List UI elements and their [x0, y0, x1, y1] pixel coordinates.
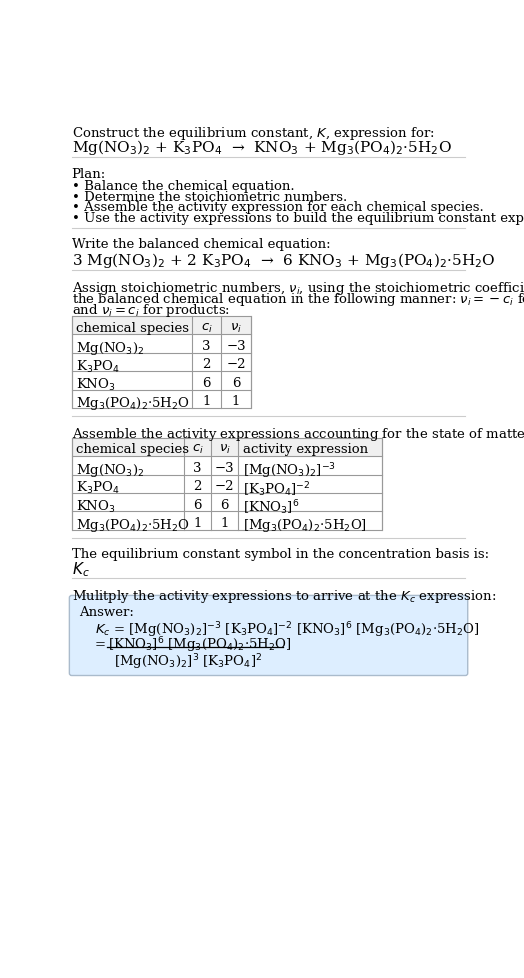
Text: [Mg$_3$(PO$_4$)$_2$·5H$_2$O]: [Mg$_3$(PO$_4$)$_2$·5H$_2$O]	[243, 516, 367, 534]
Text: the balanced chemical equation in the following manner: $\nu_i = -c_i$ for react: the balanced chemical equation in the fo…	[72, 290, 524, 307]
Text: Mg(NO$_3$)$_2$: Mg(NO$_3$)$_2$	[77, 339, 145, 357]
Text: $c_i$: $c_i$	[201, 321, 212, 334]
Text: 2: 2	[193, 479, 202, 493]
Text: 2: 2	[202, 358, 211, 371]
Text: The equilibrium constant symbol in the concentration basis is:: The equilibrium constant symbol in the c…	[72, 548, 489, 560]
Text: 6: 6	[221, 498, 229, 511]
Text: [Mg(NO$_3$)$_2$]$^3$ [K$_3$PO$_4$]$^2$: [Mg(NO$_3$)$_2$]$^3$ [K$_3$PO$_4$]$^2$	[114, 652, 263, 672]
Text: Mg(NO$_3$)$_2$: Mg(NO$_3$)$_2$	[77, 462, 145, 478]
Text: $K_c$: $K_c$	[72, 559, 90, 578]
Text: Construct the equilibrium constant, $K$, expression for:: Construct the equilibrium constant, $K$,…	[72, 125, 434, 142]
Text: • Balance the chemical equation.: • Balance the chemical equation.	[72, 180, 294, 193]
Text: −3: −3	[226, 339, 246, 353]
Text: • Determine the stoichiometric numbers.: • Determine the stoichiometric numbers.	[72, 191, 347, 203]
Text: −2: −2	[226, 358, 246, 371]
Text: 1: 1	[221, 516, 229, 529]
Text: [KNO$_3$]$^6$: [KNO$_3$]$^6$	[243, 498, 299, 516]
Text: [Mg(NO$_3$)$_2$]$^{-3}$: [Mg(NO$_3$)$_2$]$^{-3}$	[243, 462, 336, 481]
Text: KNO$_3$: KNO$_3$	[77, 377, 116, 393]
Text: −2: −2	[215, 479, 235, 493]
Text: • Use the activity expressions to build the equilibrium constant expression.: • Use the activity expressions to build …	[72, 212, 524, 225]
Bar	[72, 438, 381, 530]
Text: 1: 1	[202, 395, 211, 408]
Text: K$_3$PO$_4$: K$_3$PO$_4$	[77, 479, 120, 496]
Text: 6: 6	[193, 498, 202, 511]
Text: $K_c$ = [Mg(NO$_3$)$_2$]$^{-3}$ [K$_3$PO$_4$]$^{-2}$ [KNO$_3$]$^6$ [Mg$_3$(PO$_4: $K_c$ = [Mg(NO$_3$)$_2$]$^{-3}$ [K$_3$PO…	[95, 620, 479, 640]
Text: activity expression: activity expression	[243, 443, 368, 456]
FancyBboxPatch shape	[69, 596, 468, 676]
Text: 3: 3	[193, 462, 202, 474]
Text: $c_i$: $c_i$	[192, 443, 203, 456]
Text: KNO$_3$: KNO$_3$	[77, 498, 116, 514]
Text: • Assemble the activity expression for each chemical species.: • Assemble the activity expression for e…	[72, 201, 484, 214]
Text: =: =	[95, 638, 106, 650]
Bar	[72, 317, 250, 409]
Text: Assign stoichiometric numbers, $\nu_i$, using the stoichiometric coefficients, $: Assign stoichiometric numbers, $\nu_i$, …	[72, 280, 524, 296]
Text: and $\nu_i = c_i$ for products:: and $\nu_i = c_i$ for products:	[72, 301, 230, 318]
Text: chemical species: chemical species	[77, 443, 189, 456]
Text: −3: −3	[215, 462, 235, 474]
Text: [K$_3$PO$_4$]$^{-2}$: [K$_3$PO$_4$]$^{-2}$	[243, 479, 311, 499]
Text: 1: 1	[193, 516, 202, 529]
Bar	[72, 438, 381, 530]
Bar	[72, 317, 250, 409]
Text: 6: 6	[202, 377, 211, 389]
Text: 3: 3	[202, 339, 211, 353]
Text: Mg(NO$_3$)$_2$ + K$_3$PO$_4$  →  KNO$_3$ + Mg$_3$(PO$_4$)$_2$·5H$_2$O: Mg(NO$_3$)$_2$ + K$_3$PO$_4$ → KNO$_3$ +…	[72, 138, 452, 157]
Text: Plan:: Plan:	[72, 167, 106, 180]
Text: $\nu_i$: $\nu_i$	[219, 443, 231, 456]
Bar	[72, 317, 250, 335]
Text: 6: 6	[232, 377, 240, 389]
Text: 3 Mg(NO$_3$)$_2$ + 2 K$_3$PO$_4$  →  6 KNO$_3$ + Mg$_3$(PO$_4$)$_2$·5H$_2$O: 3 Mg(NO$_3$)$_2$ + 2 K$_3$PO$_4$ → 6 KNO…	[72, 250, 495, 269]
Text: $\nu_i$: $\nu_i$	[230, 321, 242, 334]
Text: K$_3$PO$_4$: K$_3$PO$_4$	[77, 358, 120, 375]
Text: Mg$_3$(PO$_4$)$_2$·5H$_2$O: Mg$_3$(PO$_4$)$_2$·5H$_2$O	[77, 395, 190, 412]
Text: Mulitply the activity expressions to arrive at the $K_c$ expression:: Mulitply the activity expressions to arr…	[72, 588, 496, 604]
Text: Answer:: Answer:	[80, 605, 134, 619]
Text: chemical species: chemical species	[77, 321, 189, 334]
Bar	[72, 438, 381, 457]
Text: Write the balanced chemical equation:: Write the balanced chemical equation:	[72, 238, 330, 251]
Text: Mg$_3$(PO$_4$)$_2$·5H$_2$O: Mg$_3$(PO$_4$)$_2$·5H$_2$O	[77, 516, 190, 534]
Text: Assemble the activity expressions accounting for the state of matter and $\nu_i$: Assemble the activity expressions accoun…	[72, 425, 524, 443]
Text: 1: 1	[232, 395, 240, 408]
Text: [KNO$_3$]$^6$ [Mg$_3$(PO$_4$)$_2$·5H$_2$O]: [KNO$_3$]$^6$ [Mg$_3$(PO$_4$)$_2$·5H$_2$…	[108, 635, 292, 654]
